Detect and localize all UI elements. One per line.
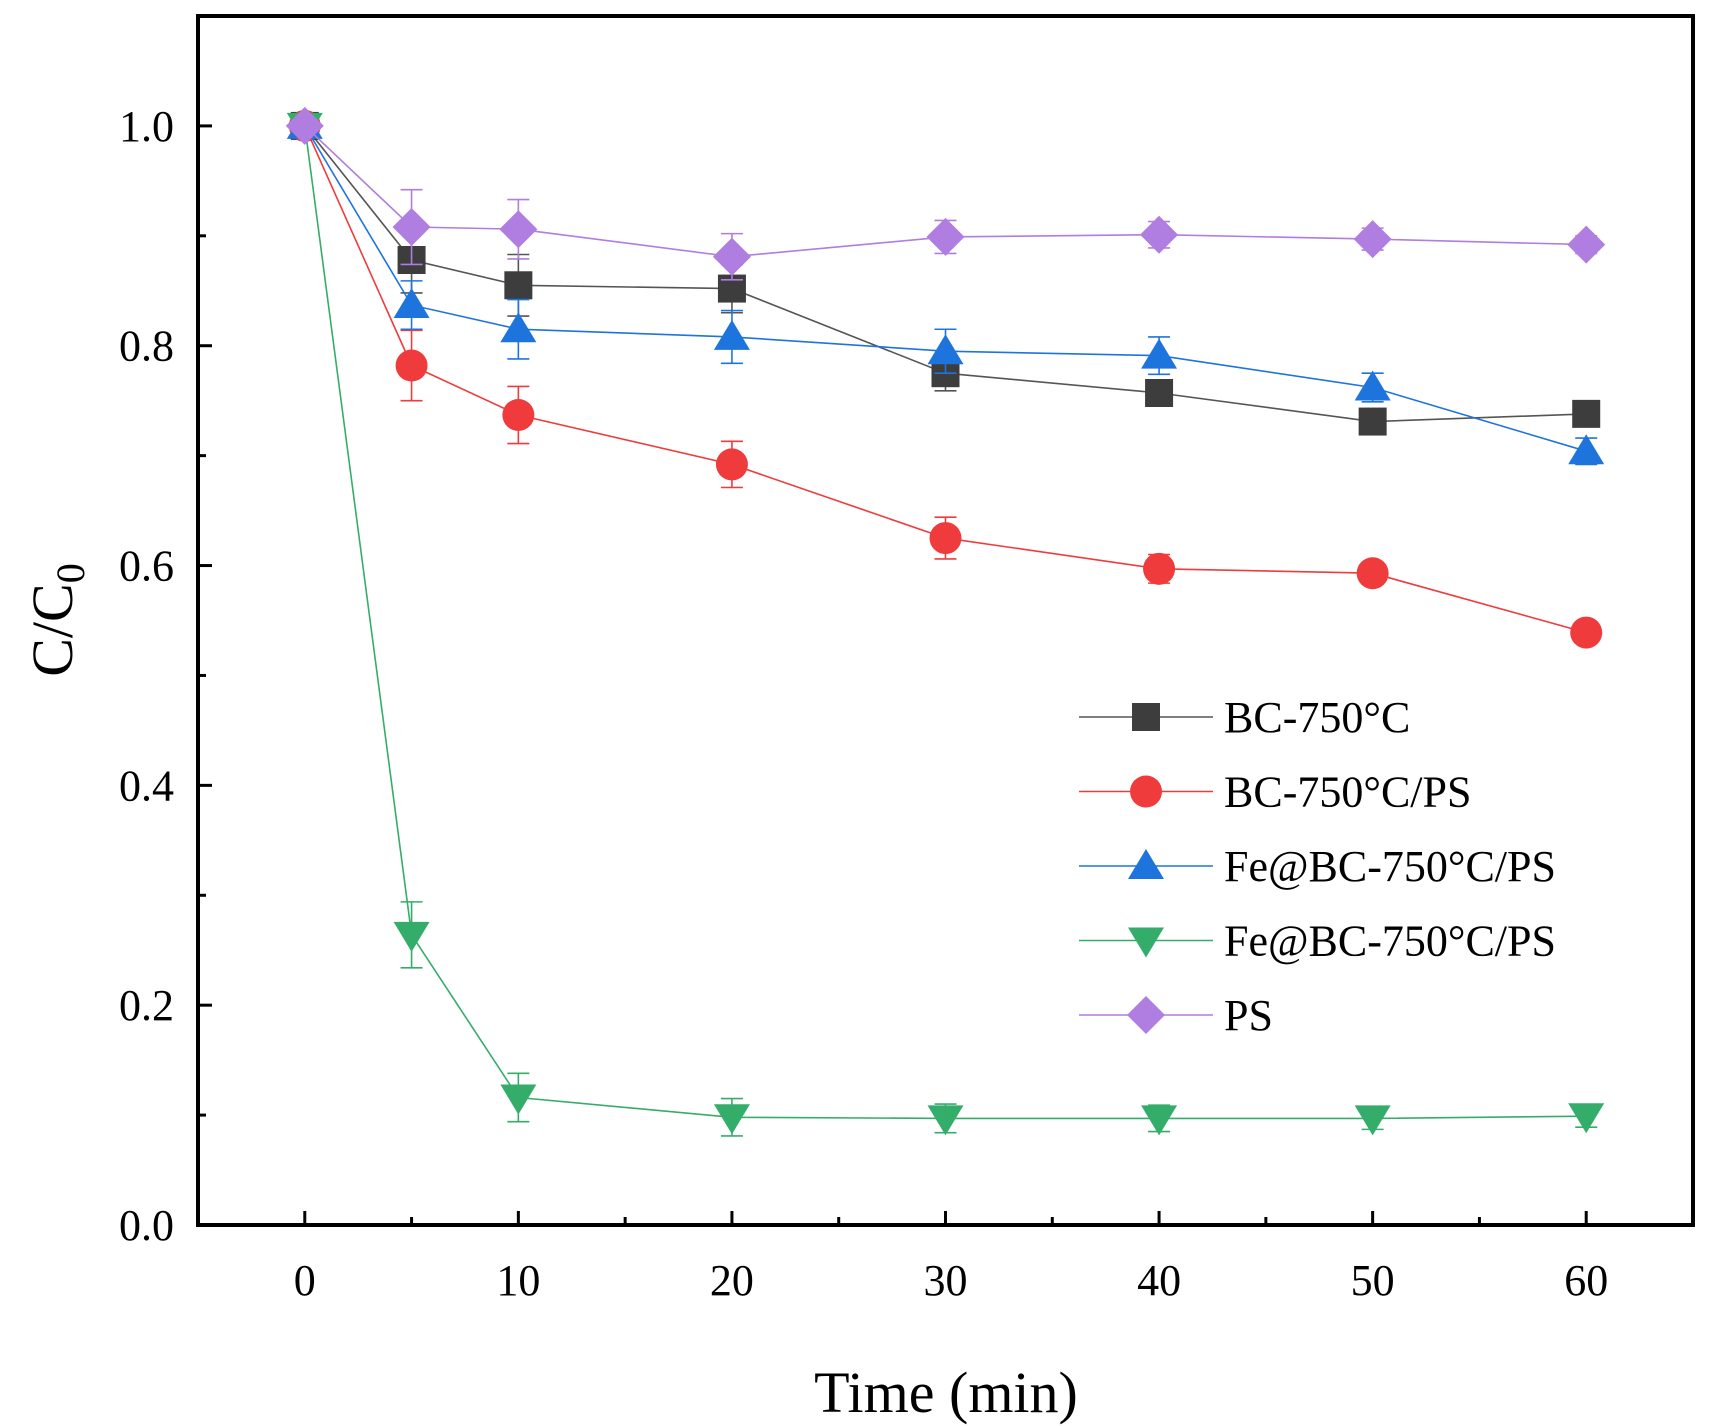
y-axis-label-subscript: 0 [48, 563, 93, 583]
data-point [1567, 225, 1606, 264]
legend-marker [1130, 775, 1162, 808]
legend-label: Fe@BC-750°C/PS [1224, 842, 1556, 891]
data-point [1145, 378, 1174, 407]
y-tick-label: 0.8 [119, 322, 174, 371]
data-point [1354, 1105, 1391, 1136]
x-axis-label: Time (min) [814, 1360, 1078, 1425]
y-tick-label: 0.0 [119, 1201, 174, 1250]
data-point [927, 1105, 964, 1136]
series-line [304, 125, 1587, 452]
data-point [1358, 407, 1387, 436]
data-point [1354, 370, 1391, 401]
data-point [393, 288, 430, 319]
data-point [499, 210, 538, 249]
x-tick-label: 30 [924, 1256, 968, 1305]
legend-marker [1128, 927, 1164, 958]
legend-marker [1128, 849, 1164, 879]
legend-item: BC-750°C/PS [1079, 768, 1471, 817]
data-point [500, 312, 537, 343]
legend-label: BC-750°C [1224, 693, 1410, 742]
x-tick-label: 60 [1564, 1256, 1608, 1305]
data-point [712, 237, 751, 276]
legend-item: BC-750°C [1079, 693, 1410, 742]
legend-item: Fe@BC-750°C/PS [1079, 842, 1556, 891]
legend-label: PS [1224, 991, 1273, 1040]
y-axis-label-main: C/C [20, 583, 85, 677]
data-point [1568, 1103, 1605, 1134]
data-point [500, 1084, 537, 1115]
data-point [1570, 616, 1603, 649]
x-tick-label: 40 [1137, 1256, 1181, 1305]
data-point [1353, 220, 1392, 259]
data-point [1140, 215, 1179, 254]
axis-ticks: 0 10 20 30 40 50 60 0.0 0.2 0.4 0.6 0.8 1.0 [119, 102, 1608, 1305]
data-point [285, 106, 324, 145]
data-point [504, 271, 533, 300]
data-point [927, 334, 964, 365]
data-point [1572, 399, 1601, 428]
data-point [393, 921, 430, 952]
data-point [1143, 552, 1176, 585]
series-5 [285, 106, 1606, 281]
data-point [1141, 1105, 1178, 1136]
x-tick-label: 50 [1351, 1256, 1395, 1305]
data-point [715, 448, 748, 481]
legend-label: Fe@BC-750°C/PS [1224, 917, 1556, 966]
data-point [1141, 338, 1178, 369]
data-point [1568, 434, 1605, 465]
data-point [395, 349, 428, 382]
legend-marker [1127, 996, 1165, 1034]
data-point [713, 319, 750, 350]
data-point [1356, 557, 1389, 590]
legend-label: BC-750°C/PS [1224, 768, 1471, 817]
series-line [304, 125, 1587, 1120]
legend-item: PS [1079, 991, 1273, 1040]
x-tick-label: 10 [496, 1256, 540, 1305]
y-tick-label: 0.4 [119, 761, 174, 810]
legend: BC-750°C BC-750°C/PS Fe@BC-750°C/PS Fe@BC-7… [1079, 693, 1556, 1040]
y-tick-label: 1.0 [119, 102, 174, 151]
data-point [926, 217, 965, 256]
data-point [713, 1104, 750, 1135]
y-tick-label: 0.2 [119, 981, 174, 1030]
legend-marker [1132, 703, 1160, 731]
legend-item: Fe@BC-750°C/PS [1079, 917, 1556, 966]
data-point [502, 398, 535, 431]
data-point [392, 208, 431, 247]
series-line [304, 125, 1587, 634]
series-line [304, 125, 1587, 423]
plot-series [285, 106, 1606, 1137]
y-axis-label: C/C0 [20, 563, 93, 677]
data-point [929, 522, 962, 555]
x-tick-label: 0 [294, 1256, 316, 1305]
x-tick-label: 20 [710, 1256, 754, 1305]
y-tick-label: 0.6 [119, 542, 174, 591]
